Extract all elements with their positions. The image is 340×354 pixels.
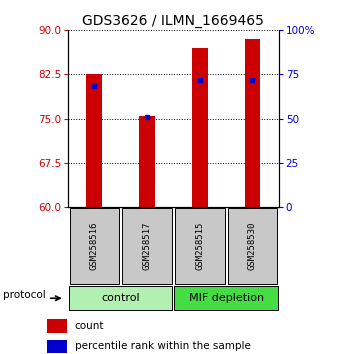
- Title: GDS3626 / ILMN_1669465: GDS3626 / ILMN_1669465: [83, 14, 264, 28]
- Bar: [86, 74, 102, 207]
- Bar: [69, 286, 172, 310]
- Text: GSM258515: GSM258515: [195, 222, 204, 270]
- Text: MIF depletion: MIF depletion: [189, 293, 264, 303]
- Text: GSM258530: GSM258530: [248, 222, 257, 270]
- Bar: [70, 208, 119, 284]
- Bar: [139, 116, 155, 207]
- Bar: [122, 208, 172, 284]
- Text: count: count: [75, 321, 104, 331]
- Text: GSM258517: GSM258517: [142, 222, 152, 270]
- Bar: [47, 319, 67, 333]
- Text: GSM258516: GSM258516: [90, 222, 99, 270]
- Text: control: control: [101, 293, 140, 303]
- Bar: [47, 340, 67, 353]
- Bar: [174, 286, 278, 310]
- Bar: [228, 208, 277, 284]
- Bar: [175, 208, 224, 284]
- Text: protocol: protocol: [3, 290, 46, 300]
- Bar: [244, 39, 260, 207]
- Text: percentile rank within the sample: percentile rank within the sample: [75, 342, 251, 352]
- Bar: [192, 48, 208, 207]
